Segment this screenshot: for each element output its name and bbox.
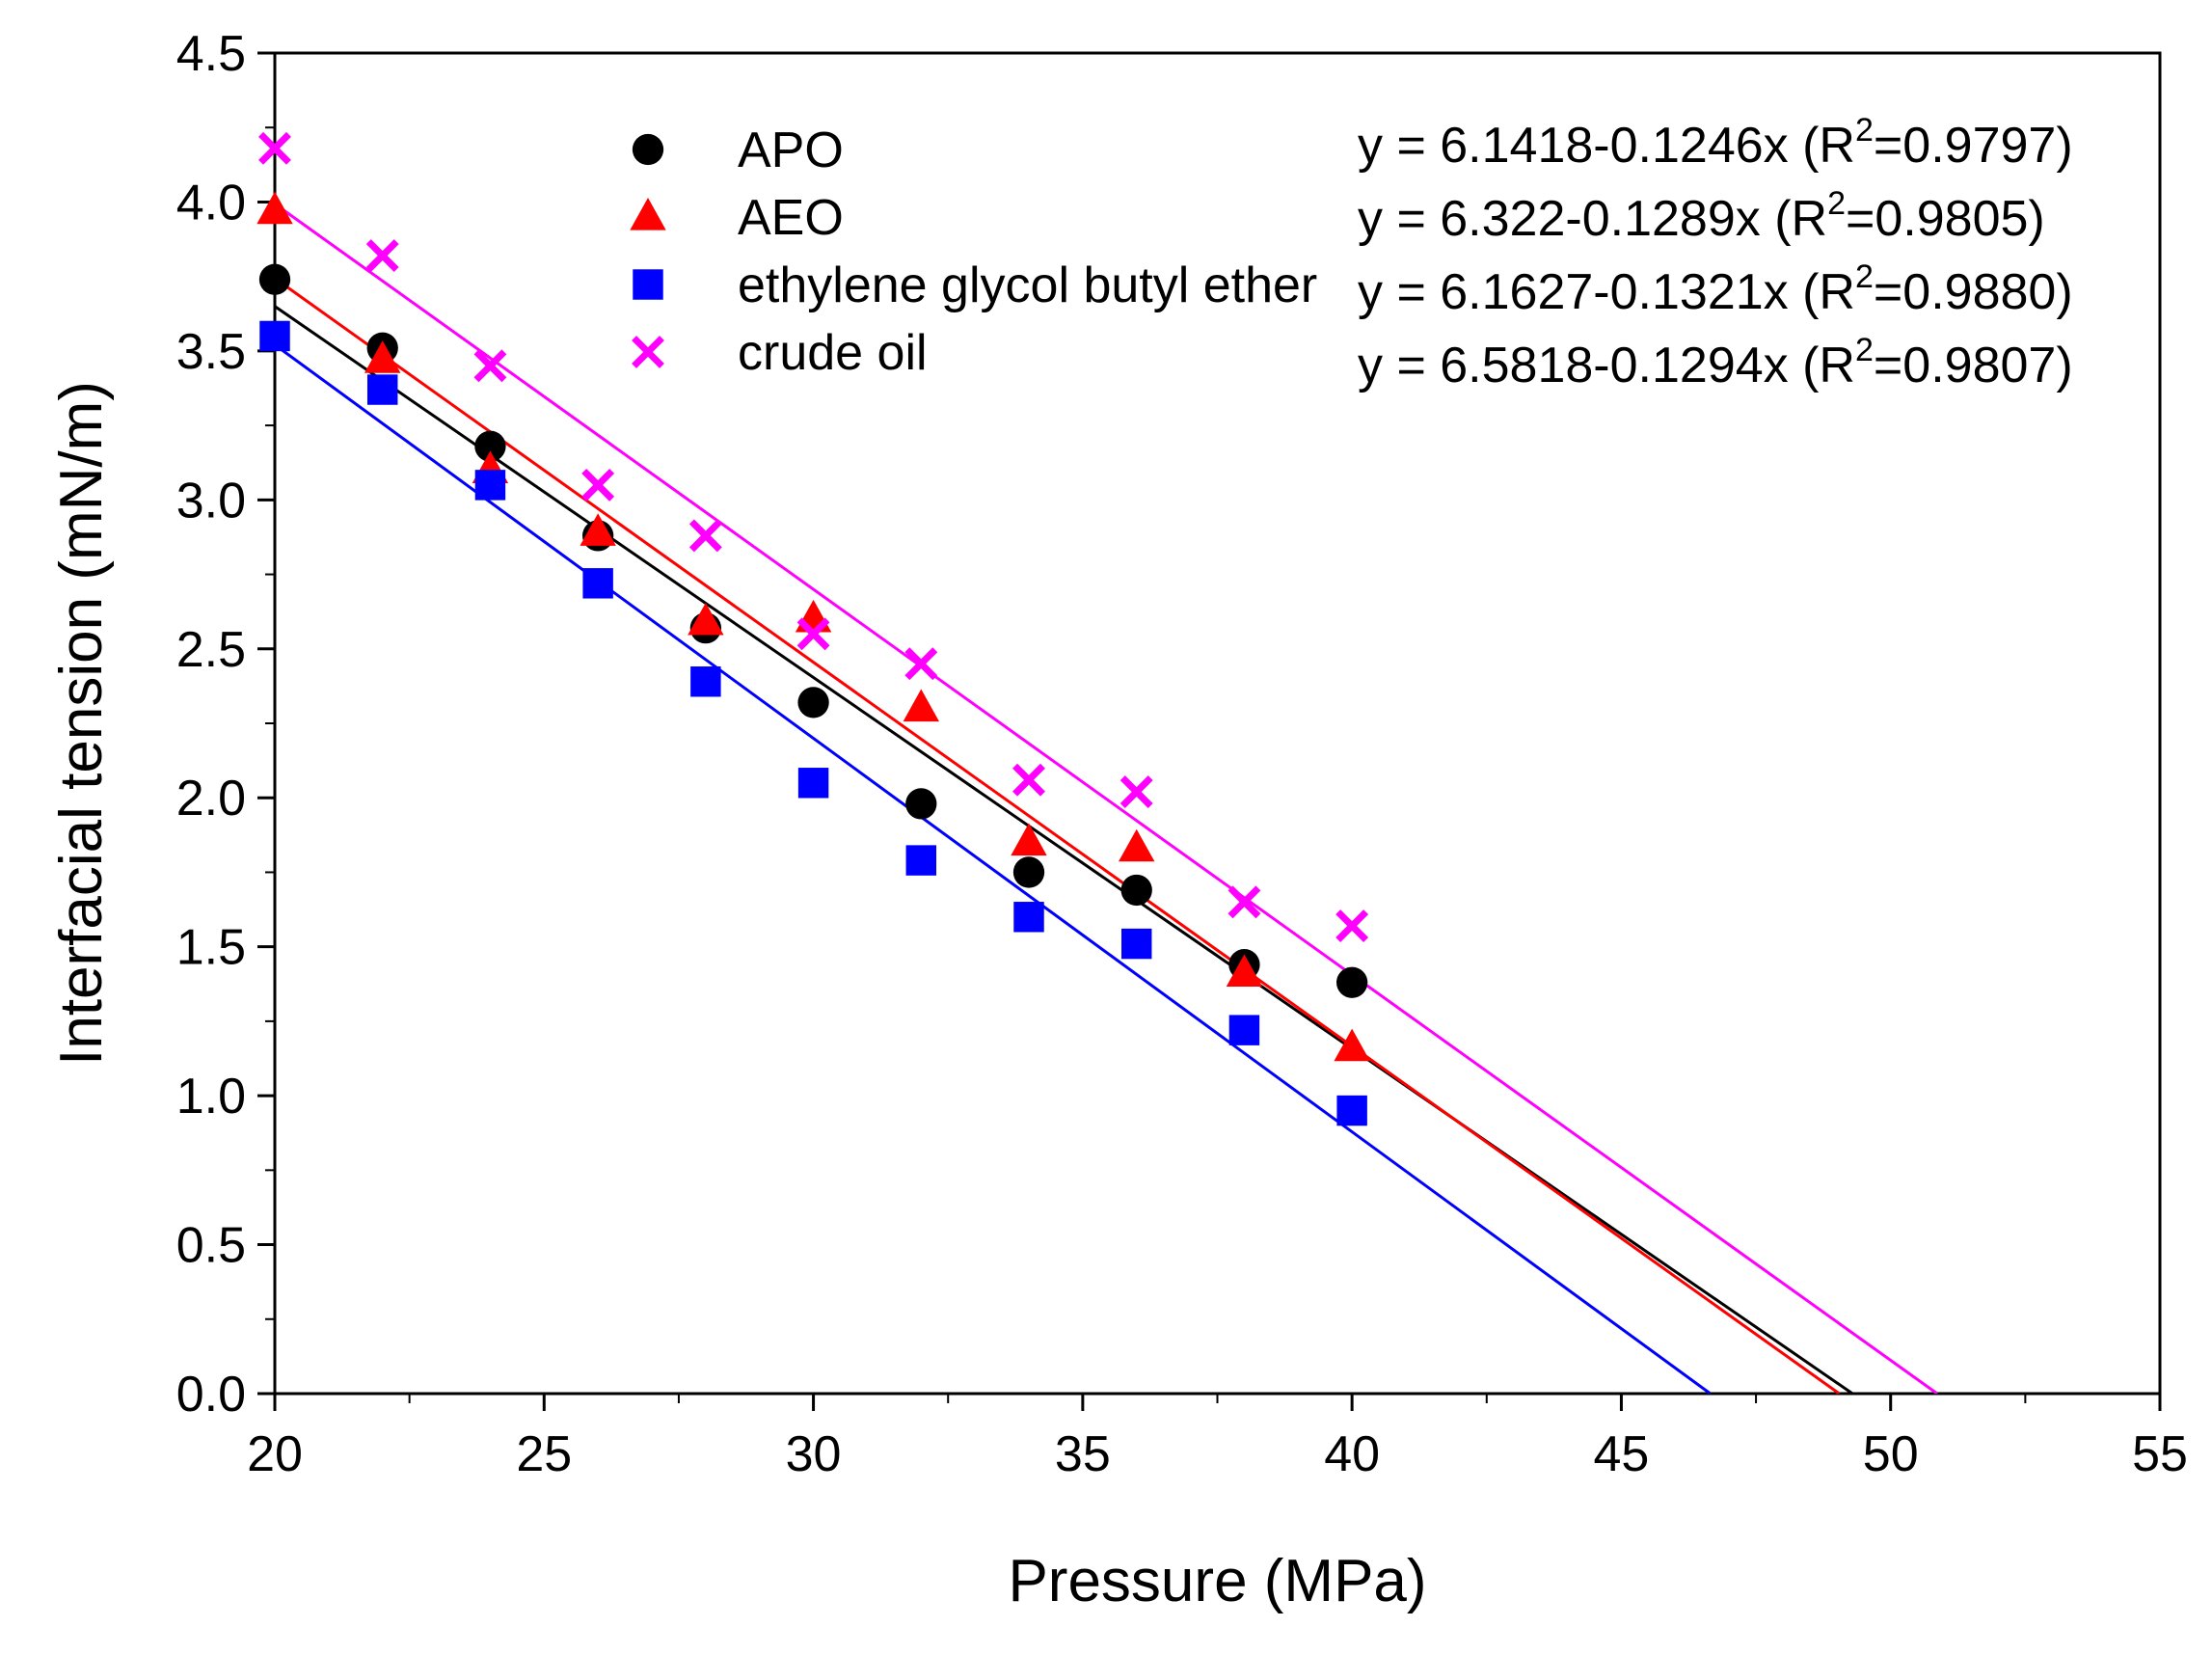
data-point [581,468,615,502]
data-point [688,602,724,636]
data-point [1120,928,1152,960]
fit-lines-layer [275,203,1938,1394]
x-marker-stroke [632,336,664,368]
legend-marker [632,336,664,368]
legend-label: crude oil [738,325,928,381]
legend: APO AEO ethylene glycol butyl ether crude o… [630,122,1317,381]
data-point [258,263,291,295]
data-point [580,513,616,546]
data-point [1228,1015,1260,1045]
data-point [1120,874,1152,907]
data-point [582,568,613,599]
data-point [795,599,832,633]
y-tick-label: 4.0 [176,175,246,230]
points-layer [256,131,1370,1126]
data-point [796,617,830,651]
data-point [1336,1095,1367,1126]
axes-layer: 20 25 30 35 40 45 50 55 0.0 0.5 1.0 1.5 2.0 2.5 3.0 3.5… [176,26,2188,1482]
data-point [1012,763,1045,797]
data-point [365,239,399,272]
data-point [1012,856,1045,888]
data-point [1011,823,1047,856]
x-tick-label: 30 [786,1426,842,1482]
fit-line [275,203,1938,1394]
data-point [1013,902,1044,933]
fit-equation: y = 6.1418-0.1246x (R2=0.9797) [1358,112,2073,174]
data-point [259,320,290,352]
data-point [905,845,937,876]
x-tick-label: 40 [1324,1426,1380,1482]
plot-frame [273,51,2162,1396]
x-marker-stroke [1227,885,1261,919]
data-point [258,131,291,165]
y-tick-label: 0.0 [176,1367,246,1423]
x-tick-label: 25 [516,1426,572,1482]
data-point [1335,909,1369,942]
x-marker-stroke [258,131,291,165]
legend-marker [633,269,663,300]
data-point [474,430,506,462]
y-axis-title: Interfacial tension (mN/m) [48,381,115,1066]
data-point [256,191,293,225]
x-marker-stroke [365,239,399,272]
x-marker-stroke [688,519,722,553]
x-axis-title: Pressure (MPa) [1008,1548,1426,1614]
data-point [1119,775,1153,808]
data-point [366,374,398,405]
data-point [688,519,722,553]
y-tick-label: 1.0 [176,1069,246,1125]
legend-marker [632,133,664,166]
legend-marker [630,197,666,230]
x-tick-label: 35 [1055,1426,1111,1482]
data-point [797,687,829,719]
equations: y = 6.1418-0.1246x (R2=0.9797) y = 6.322-… [1358,112,2073,393]
legend-label: ethylene glycol butyl ether [738,258,1317,313]
fit-equation: y = 6.1627-0.1321x (R2=0.9880) [1358,258,2073,320]
fit-equation: y = 6.322-0.1289x (R2=0.9805) [1358,185,2045,247]
y-tick-label: 0.5 [176,1218,246,1274]
x-tick-label: 50 [1863,1426,1919,1482]
x-tick-label: 20 [247,1426,303,1482]
data-point [797,768,829,799]
x-marker-stroke [904,647,938,681]
data-point [1227,885,1261,919]
x-marker-stroke [1335,909,1369,942]
x-marker-stroke [581,468,615,502]
data-point [1334,1028,1370,1062]
y-tick-label: 3.0 [176,473,246,529]
y-tick-label: 2.5 [176,622,246,678]
legend-label: AEO [738,190,844,246]
x-marker-stroke [1119,775,1153,808]
data-point [364,340,401,373]
x-tick-label: 45 [1594,1426,1650,1482]
fit-equation: y = 6.5818-0.1294x (R2=0.9807) [1358,332,2073,393]
fit-line [275,277,1841,1394]
data-point [903,689,939,722]
data-point [1119,828,1155,862]
data-point [1335,966,1368,998]
y-tick-label: 3.5 [176,324,246,380]
legend-label: APO [738,122,844,178]
fit-line [275,343,1712,1394]
y-tick-label: 4.5 [176,26,246,82]
x-marker-stroke [796,617,830,651]
data-point [690,666,721,697]
y-tick-label: 2.0 [176,771,246,827]
data-point [474,470,506,501]
data-point [905,788,937,820]
x-marker-stroke [473,349,507,383]
data-point [904,647,938,681]
x-tick-label: 55 [2132,1426,2188,1482]
y-tick-label: 1.5 [176,920,246,976]
data-point [473,349,507,383]
fit-line [275,305,1854,1394]
data-point [1226,954,1263,988]
x-marker-stroke [1012,763,1045,797]
